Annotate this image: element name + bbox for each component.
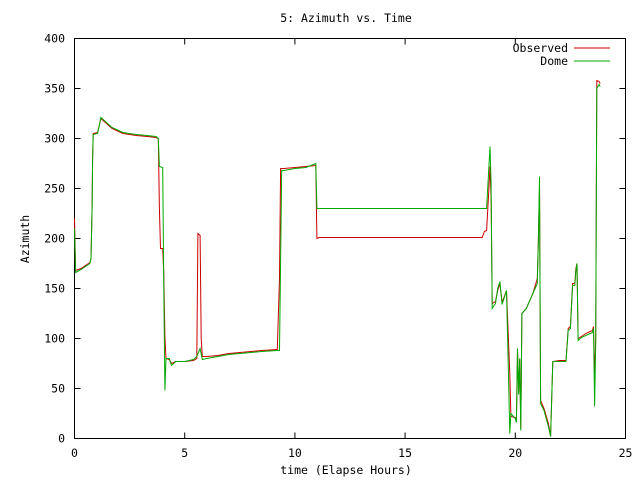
legend: Observed Dome — [513, 41, 610, 68]
x-tick-label: 5 — [181, 446, 188, 460]
x-tick-label: 15 — [398, 446, 412, 460]
x-axis-label: time (Elapse Hours) — [280, 463, 412, 477]
y-tick-label: 400 — [44, 32, 65, 46]
chart-title: 5: Azimuth vs. Time — [280, 11, 412, 25]
series-line-observed — [74, 79, 601, 437]
y-tick-label: 0 — [58, 432, 65, 446]
y-tick-label: 100 — [44, 332, 65, 346]
y-tick-label: 350 — [44, 82, 65, 96]
x-tick-label: 10 — [288, 446, 302, 460]
series-line-dome — [74, 83, 601, 437]
x-tick-label: 25 — [619, 446, 633, 460]
y-tick-label: 150 — [44, 282, 65, 296]
legend-label-observed: Observed — [513, 41, 568, 55]
x-tick-label: 0 — [71, 446, 78, 460]
series-lines — [74, 79, 601, 437]
y-axis-label: Azimuth — [18, 215, 32, 263]
y-tick-label: 50 — [51, 382, 65, 396]
y-tick-label: 300 — [44, 132, 65, 146]
axis-ticks — [74, 38, 626, 439]
plot-frame — [74, 38, 626, 439]
legend-label-dome: Dome — [540, 54, 568, 68]
x-tick-label: 20 — [508, 446, 522, 460]
y-tick-label: 200 — [44, 232, 65, 246]
y-tick-label: 250 — [44, 182, 65, 196]
